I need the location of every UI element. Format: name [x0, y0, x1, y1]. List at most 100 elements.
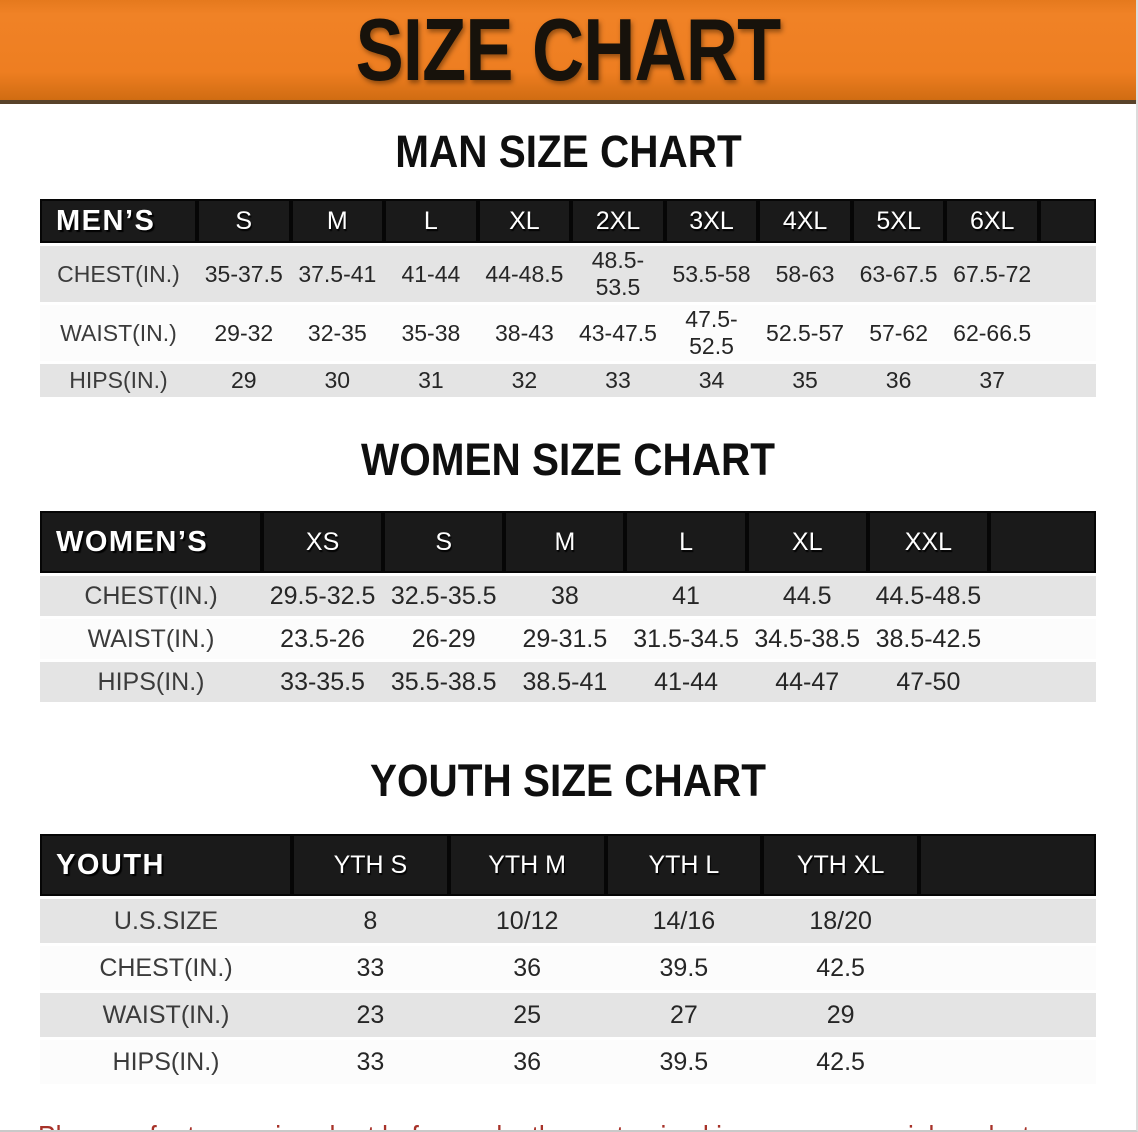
measurement-value: 39.5 — [605, 1040, 763, 1084]
measurement-label: U.S.SIZE — [40, 899, 292, 943]
measurement-row: HIPS(IN.) 33-35.5 35.5-38.5 38.5-41 41-44 44-… — [40, 662, 1096, 702]
measurement-value: 52.5-57 — [758, 305, 852, 361]
section-title-text: MAN SIZE CHART — [394, 126, 742, 177]
row-spacer — [989, 662, 1096, 702]
measurement-value: 41-44 — [384, 246, 478, 302]
measurement-label: HIPS(IN.) — [40, 662, 262, 702]
size-table-header-row: WOMEN’S XS S M L XL XXL — [40, 511, 1096, 573]
measurement-value: 37.5-41 — [290, 246, 385, 302]
measurement-label: CHEST(IN.) — [40, 246, 197, 302]
measurement-value: 44-47 — [746, 662, 868, 702]
measurement-row: WAIST(IN.) 23 25 27 29 — [40, 993, 1096, 1037]
section-title-text: WOMEN SIZE CHART — [360, 434, 775, 485]
measurement-value: 32 — [477, 364, 572, 397]
measurement-value: 34 — [664, 364, 759, 397]
measurement-value: 42.5 — [762, 1040, 919, 1084]
measurement-value: 44-48.5 — [477, 246, 572, 302]
measurement-value: 38.5-41 — [504, 662, 626, 702]
measurement-value: 31 — [384, 364, 478, 397]
measurement-value: 34.5-38.5 — [746, 619, 868, 659]
measurement-value: 39.5 — [605, 946, 763, 990]
size-column-header: XL — [477, 199, 572, 243]
youth-size-table: YOUTH YTH S YTH M YTH L YTH XL U.S.SIZE 8 10/12… — [40, 831, 1096, 1087]
measurement-value: 41 — [625, 576, 747, 616]
measurement-value: 29 — [197, 364, 291, 397]
measurement-value: 18/20 — [762, 899, 919, 943]
table-corner-label: YOUTH — [40, 834, 292, 896]
measurement-value: 32.5-35.5 — [383, 576, 505, 616]
measurement-value: 29.5-32.5 — [262, 576, 384, 616]
measurement-value: 35-38 — [384, 305, 478, 361]
disclaimer-line-1: Please refer to our size chart before or… — [38, 1114, 1050, 1130]
measurement-row: WAIST(IN.) 23.5-26 26-29 29-31.5 31.5-34.5 34… — [40, 619, 1096, 659]
measurement-value: 33 — [292, 946, 449, 990]
measurement-value: 14/16 — [605, 899, 763, 943]
measurement-value: 58-63 — [758, 246, 852, 302]
measurement-value: 37 — [945, 364, 1039, 397]
measurement-label: CHEST(IN.) — [40, 946, 292, 990]
measurement-value: 30 — [290, 364, 385, 397]
measurement-value: 33-35.5 — [262, 662, 384, 702]
measurement-row: CHEST(IN.) 35-37.5 37.5-41 41-44 44-48.5 48.5… — [40, 246, 1096, 302]
header-spacer — [989, 511, 1096, 573]
measurement-value: 10/12 — [448, 899, 606, 943]
size-column-header: M — [504, 511, 626, 573]
row-spacer — [919, 946, 1096, 990]
measurement-row: HIPS(IN.) 29 30 31 32 33 34 35 36 37 — [40, 364, 1096, 397]
measurement-value: 44.5-48.5 — [867, 576, 989, 616]
measurement-value: 53.5-58 — [664, 246, 759, 302]
women-size-table: WOMEN’S XS S M L XL XXL CHEST(IN.) 29.5-32.5 32.5… — [40, 508, 1096, 705]
row-spacer — [1039, 305, 1096, 361]
row-spacer — [989, 576, 1096, 616]
size-column-header: S — [197, 199, 291, 243]
size-chart-banner: SIZE CHART — [0, 0, 1136, 104]
measurement-label: HIPS(IN.) — [40, 1040, 292, 1084]
measurement-label: HIPS(IN.) — [40, 364, 197, 397]
row-spacer — [919, 899, 1096, 943]
size-column-header: YTH L — [605, 834, 763, 896]
header-spacer — [919, 834, 1096, 896]
measurement-value: 48.5-53.5 — [571, 246, 665, 302]
size-table-header-row: MEN’S S M L XL 2XL 3XL 4XL 5XL 6XL — [40, 199, 1096, 243]
measurement-value: 29-31.5 — [504, 619, 626, 659]
size-column-header: L — [384, 199, 478, 243]
measurement-value: 23 — [292, 993, 449, 1037]
measurement-row: CHEST(IN.) 29.5-32.5 32.5-35.5 38 41 44.5 44.5… — [40, 576, 1096, 616]
size-column-header: YTH M — [448, 834, 606, 896]
measurement-value: 29-32 — [197, 305, 291, 361]
measurement-value: 38 — [504, 576, 626, 616]
table-corner-label: WOMEN’S — [40, 511, 262, 573]
measurement-value: 8 — [292, 899, 449, 943]
measurement-value: 63-67.5 — [851, 246, 946, 302]
row-spacer — [1039, 364, 1096, 397]
measurement-value: 27 — [605, 993, 763, 1037]
page-title: SIZE CHART — [355, 0, 782, 99]
measurement-value: 43-47.5 — [571, 305, 665, 361]
measurement-value: 36 — [448, 946, 606, 990]
row-spacer — [919, 993, 1096, 1037]
measurement-value: 23.5-26 — [262, 619, 384, 659]
size-column-header: S — [383, 511, 505, 573]
measurement-value: 57-62 — [851, 305, 946, 361]
measurement-value: 36 — [851, 364, 946, 397]
measurement-label: CHEST(IN.) — [40, 576, 262, 616]
size-column-header: 5XL — [851, 199, 946, 243]
row-spacer — [1039, 246, 1096, 302]
measurement-value: 38-43 — [477, 305, 572, 361]
measurement-label: WAIST(IN.) — [40, 993, 292, 1037]
size-column-header: 3XL — [664, 199, 759, 243]
women-size-chart-title: WOMEN SIZE CHART — [0, 437, 1136, 482]
measurement-value: 31.5-34.5 — [625, 619, 747, 659]
man-size-table-wrap: MEN’S S M L XL 2XL 3XL 4XL 5XL 6XL CHEST(IN.) 35-37… — [0, 196, 1136, 400]
measurement-row: WAIST(IN.) 29-32 32-35 35-38 38-43 43-47.5 47.… — [40, 305, 1096, 361]
size-column-header: XS — [262, 511, 384, 573]
size-column-header: 2XL — [571, 199, 665, 243]
measurement-row: CHEST(IN.) 33 36 39.5 42.5 — [40, 946, 1096, 990]
measurement-row: U.S.SIZE 8 10/12 14/16 18/20 — [40, 899, 1096, 943]
measurement-value: 47.5-52.5 — [664, 305, 759, 361]
measurement-value: 25 — [448, 993, 606, 1037]
measurement-value: 62-66.5 — [945, 305, 1039, 361]
measurement-value: 33 — [571, 364, 665, 397]
row-spacer — [989, 619, 1096, 659]
